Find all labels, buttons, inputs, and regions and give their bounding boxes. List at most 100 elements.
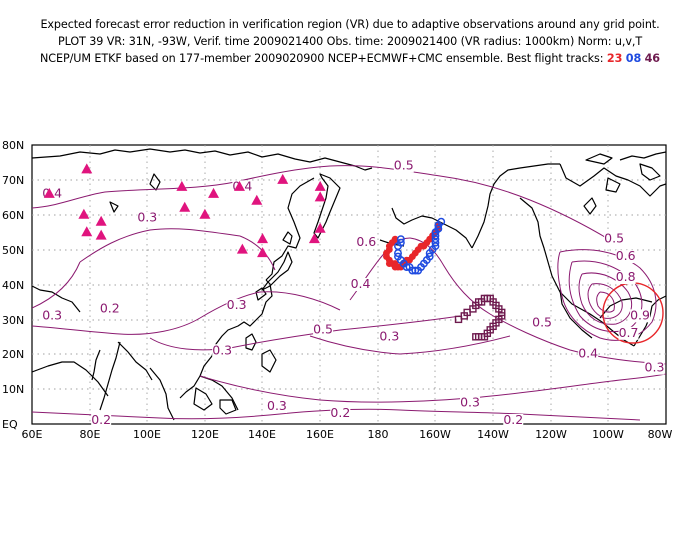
lon-label-80e: 80E [80,428,101,441]
lon-label-120w: 120W [535,428,567,441]
contour-label: 0.3 [645,360,665,375]
contour-label-bg [604,232,625,246]
title-line-2: PLOT 39 VR: 31N, -93W, Verif. time 20090… [57,35,643,48]
track-08-point [437,217,446,226]
contour-label: 0.3 [227,297,247,312]
raob-site-marker [176,180,188,191]
raob-site-marker [81,226,93,237]
track-46-point [472,333,480,341]
contour-label: 0.3 [42,307,62,322]
contour-label-bg [578,347,599,361]
contour-label: 0.5 [313,321,333,336]
raob-site-marker [257,233,269,244]
track-08-point [396,235,405,244]
contour-label-bg [99,302,120,316]
raob-site-marker [308,233,320,244]
lon-label-140e: 140E [248,428,276,441]
contour-label: 0.3 [137,210,157,225]
contour-label-bg [532,316,553,330]
contour-label: 0.3 [379,328,399,343]
contour-label: 0.4 [232,178,252,193]
raob-site-marker [95,229,107,240]
contour-label-bg [350,277,371,291]
raob-site-marker [78,208,90,219]
contour-label-bg [356,236,377,250]
contour-label: 0.4 [351,276,371,291]
contour-label-bg [137,211,158,225]
contour-label-bg [266,400,287,414]
contour-label: 0.6 [356,234,376,249]
contour-label: 0.2 [100,300,120,315]
contour-label: 0.7 [619,325,639,340]
raob-site-marker [314,180,326,191]
lon-label-140w: 140W [477,428,509,441]
lon-label-100e: 100E [133,428,161,441]
contour-label-bg [42,309,63,323]
contour-label: 0.2 [91,412,111,427]
contour-label-bg [615,250,636,264]
title-line-3: NCEP/UM ETKF based on 177-member 2009020… [0,52,700,65]
contour-label: 0.3 [267,398,287,413]
longitude-labels: 60E 80E 100E 120E 140E 160E 180 160W 140… [22,428,673,441]
track-23-label: 23 [606,52,623,65]
track-08-point [402,263,411,272]
track-08-label: 08 [625,52,642,65]
lon-label-160e: 160E [306,428,334,441]
contour-labels: 0.5 0.4 0.4 0.3 0.6 0.5 0.6 0.8 0.4 0.3 0.2 0.3 0.5 0… [42,157,665,427]
contour-label: 0.2 [503,412,523,427]
contour-label-bg [460,396,481,410]
contour-label: 0.6 [616,248,636,263]
contour-label-bg [503,414,524,427]
contour-label: 0.3 [460,395,480,410]
contour-label: 0.4 [42,185,62,200]
contour-label-bg [212,344,233,358]
raob-site-marker [199,208,211,219]
lat-label-70n: 70N [2,174,24,187]
track-08-point [431,231,440,240]
raob-site-marker [81,163,93,174]
track-08-point [394,249,402,258]
raob-site-marker [314,191,326,202]
lat-label-10n: 10N [2,383,24,396]
raob-site-marker [257,247,269,258]
contour-label: 0.9 [630,307,650,322]
contour-label-bg [393,159,414,173]
contour-label-bg [630,309,651,323]
lon-label-80w: 80W [648,428,673,441]
map-frame [31,144,667,425]
track-08-point [411,266,420,275]
lat-label-80n: 80N [2,139,24,152]
lat-label-40n: 40N [2,279,24,292]
lat-label-30n: 30N [2,314,24,327]
track-08-point [425,252,434,261]
contour-label: 0.8 [616,269,636,284]
lon-label-120e: 120E [191,428,219,441]
contour-lines [32,165,666,421]
title-line-3-text: NCEP/UM ETKF based on 177-member 2009020… [40,52,604,65]
title-line-1: Expected forecast error reduction in ver… [40,18,660,31]
contour-label: 0.2 [330,405,350,420]
raob-site-marker [233,180,245,191]
contour-label: 0.5 [604,231,624,246]
contour-label-bg [313,323,334,337]
raob-site-marker [251,194,263,205]
contour-label: 0.5 [532,314,552,329]
raob-sites [43,163,326,258]
contour-label-bg [330,407,351,421]
lon-label-160w: 160W [419,428,451,441]
contour-label: 0.5 [394,157,414,172]
raob-site-marker [314,222,326,233]
lat-label-eq: EQ [2,418,18,431]
contour-label-bg [618,326,639,340]
raob-site-marker [277,173,289,184]
lat-label-50n: 50N [2,244,24,257]
raob-site-marker [208,187,220,198]
contour-label: 0.4 [578,346,598,361]
lat-label-60n: 60N [2,209,24,222]
lon-label-100w: 100W [592,428,624,441]
raob-site-marker [236,243,248,254]
lon-label-180: 180 [368,428,389,441]
lon-label-60e: 60E [22,428,43,441]
lat-label-20n: 20N [2,348,24,361]
